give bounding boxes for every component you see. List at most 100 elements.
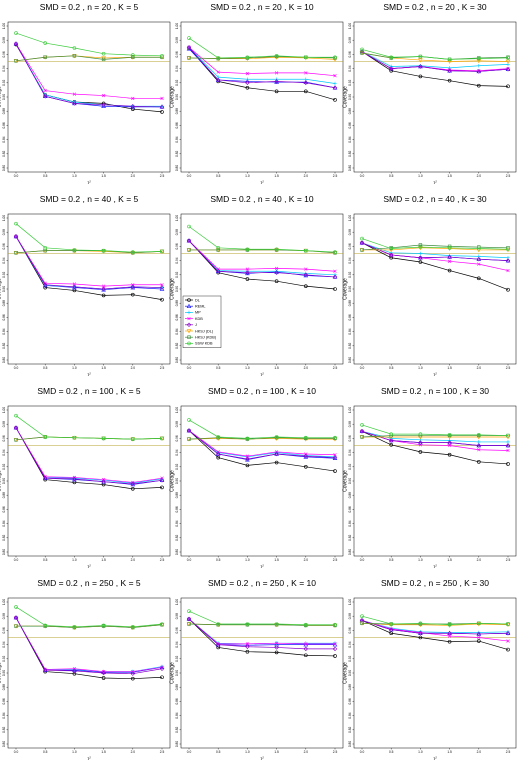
x-tick-label: 2.5 [506,174,511,178]
data-point [418,260,423,264]
panel-title: SMD = 0.2 , n = 100 , K = 30 [381,386,489,396]
panel-title: SMD = 0.2 , n = 250 , K = 10 [208,578,316,588]
series-line [188,240,336,290]
data-point [101,249,106,254]
data-point [506,433,510,438]
data-point [101,284,106,288]
x-tick-label: 2.0 [304,750,309,754]
x-tick-label: 0.0 [360,558,365,562]
legend-marker [187,310,191,315]
data-point [304,77,308,82]
x-tick-label: 0.5 [389,750,394,754]
x-tick-label: 0.0 [14,558,19,562]
y-tick-label: 1.00 [2,407,6,413]
data-point [131,676,135,681]
data-point [274,622,279,626]
data-point [333,74,337,78]
y-tick-label: 0.80 [348,357,352,363]
data-point [333,250,337,254]
data-point [160,622,164,626]
x-tick-label: 2.0 [477,174,482,178]
x-tick-label: 0.0 [14,174,19,178]
y-tick-label: 1.00 [175,599,179,605]
data-point [187,622,191,626]
data-point [42,282,48,287]
data-point [333,654,337,658]
data-point [72,284,77,290]
y-tick-label: 0.84 [175,328,179,334]
data-point [359,49,365,54]
series-line [188,430,336,458]
series-line [361,430,508,446]
panel-title: SMD = 0.2 , n = 20 , K = 10 [210,2,314,12]
x-tick-label: 2.5 [160,174,165,178]
data-point [130,284,136,290]
y-tick-label: 1.00 [2,215,6,221]
data-point [101,286,106,292]
legend-entry: MP [195,311,201,315]
data-point [418,243,423,247]
y-tick-label: 0.88 [2,684,6,690]
data-point [13,615,19,620]
data-point [303,622,308,627]
data-point [14,31,18,35]
data-point [216,56,220,60]
data-point [477,262,481,266]
data-point [216,622,220,626]
x-tick-label: 2.5 [333,750,338,754]
data-point [274,650,279,655]
data-point [160,54,164,58]
series-line [188,438,335,440]
data-point [160,96,164,101]
data-point [160,249,164,254]
x-tick-label: 2.5 [333,366,338,370]
data-point [447,57,452,62]
series-line [15,223,163,253]
y-tick-label: 0.80 [2,741,6,747]
x-tick-label: 2.5 [160,750,165,754]
y-tick-label: 1.00 [175,215,179,221]
data-point [447,246,452,250]
y-tick-label: 0.94 [175,257,179,263]
series-line [361,622,509,626]
y-tick-label: 0.94 [175,65,179,71]
legend-marker [187,298,191,302]
plot-frame [353,213,517,365]
series-line [361,435,508,438]
y-tick-label: 0.80 [2,549,6,555]
y-tick-label: 0.94 [175,641,179,647]
data-point [476,433,481,437]
data-point [506,287,510,292]
data-point [505,443,511,448]
y-tick-label: 0.90 [348,286,352,292]
data-point [389,622,394,626]
legend-marker [187,316,191,321]
y-tick-label: 0.92 [2,271,6,277]
data-point [388,252,394,258]
data-point [304,267,308,271]
series-line [188,419,335,439]
data-point [447,268,452,273]
chart-panel: SMD = 0.2 , n = 40 , K = 5 0.80 0.82 0.84 0.… [0,194,171,378]
data-point [418,440,423,445]
data-point [506,440,510,444]
y-tick-label: 0.94 [2,449,6,455]
data-point [332,85,338,90]
data-point [187,609,191,614]
data-point [506,268,510,273]
data-point [447,246,452,251]
series-line [15,415,163,440]
y-tick-label: 0.98 [175,37,179,43]
x-tick-label: 0.5 [216,750,221,754]
x-tick-label: 2.0 [131,558,136,562]
data-point [447,443,452,448]
series-line [361,242,509,261]
data-point [187,56,191,60]
plot-frame [353,405,517,557]
plot-frame [180,21,344,173]
y-tick-label: 0.90 [2,286,6,292]
series-line [15,427,163,485]
data-point [476,621,481,626]
data-point [215,642,221,647]
chart-panel: SMD = 0.2 , n = 100 , K = 30 0.80 0.82 0.84… [343,386,517,570]
